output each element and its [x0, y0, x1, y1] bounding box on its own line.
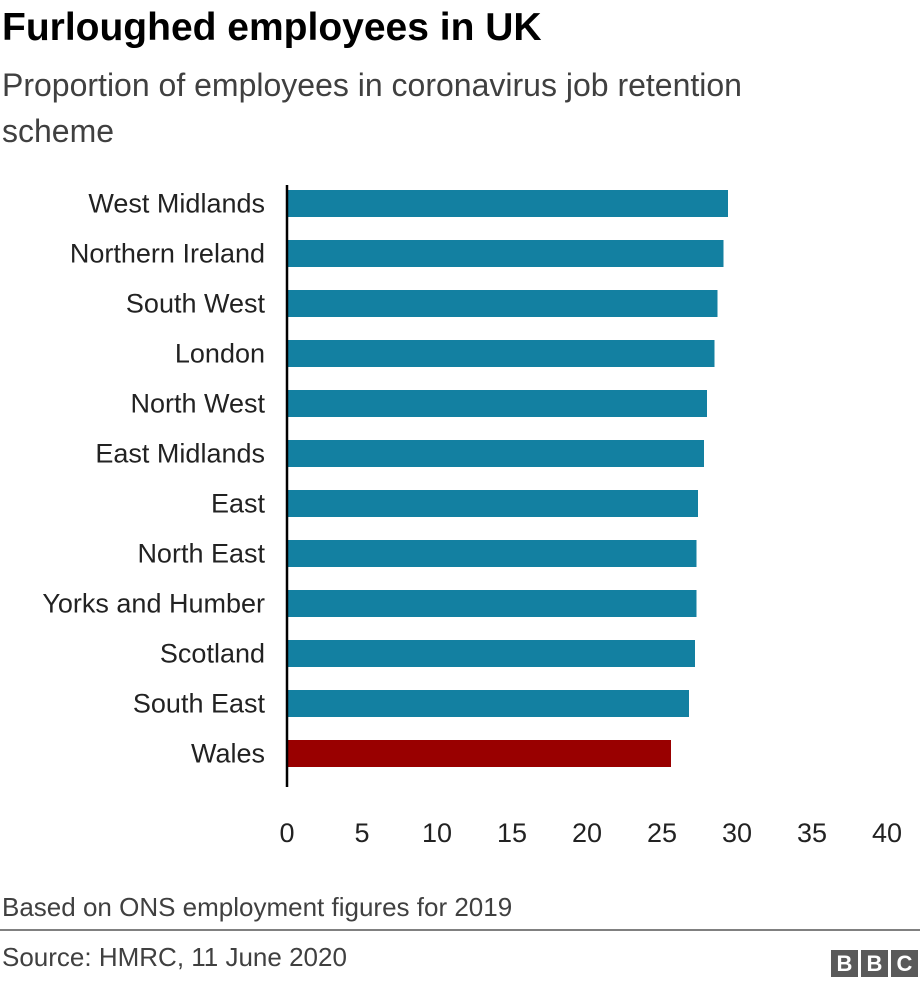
category-label: South West — [126, 289, 266, 319]
x-tick-label: 5 — [354, 818, 369, 848]
x-tick-label: 40 — [872, 818, 902, 848]
x-tick-label: 0 — [279, 818, 294, 848]
category-label: North East — [137, 539, 265, 569]
divider — [0, 929, 920, 931]
category-label: East — [211, 489, 266, 519]
x-tick-label: 35 — [797, 818, 827, 848]
chart-subtitle: Proportion of employees in coronavirus j… — [2, 67, 742, 149]
bar-east-midlands — [287, 440, 704, 467]
bar-north-east — [287, 540, 697, 567]
category-label: Yorks and Humber — [42, 589, 265, 619]
category-label: North West — [130, 389, 265, 419]
category-label: London — [175, 339, 265, 369]
bar-scotland — [287, 640, 695, 667]
bar-east — [287, 490, 698, 517]
x-tick-label: 20 — [572, 818, 602, 848]
source-text: Source: HMRC, 11 June 2020 — [2, 942, 347, 972]
category-label: East Midlands — [95, 439, 265, 469]
bar-south-east — [287, 690, 689, 717]
bar-northern-ireland — [287, 240, 724, 267]
chart-title: Furloughed employees in UK — [2, 6, 542, 49]
category-label: Northern Ireland — [70, 239, 265, 269]
category-label: Scotland — [160, 639, 265, 669]
bar-wales — [287, 740, 671, 767]
x-tick-label: 25 — [647, 818, 677, 848]
bar-london — [287, 340, 715, 367]
category-label: Wales — [191, 739, 265, 769]
chart-note: Based on ONS employment figures for 2019 — [2, 892, 513, 922]
bar-west-midlands — [287, 190, 728, 217]
x-tick-label: 15 — [497, 818, 527, 848]
bar-north-west — [287, 390, 707, 417]
category-label: South East — [133, 689, 266, 719]
x-tick-label: 10 — [422, 818, 452, 848]
bar-south-west — [287, 290, 718, 317]
category-label: West Midlands — [88, 189, 265, 219]
x-tick-label: 30 — [722, 818, 752, 848]
bar-yorks-and-humber — [287, 590, 697, 617]
